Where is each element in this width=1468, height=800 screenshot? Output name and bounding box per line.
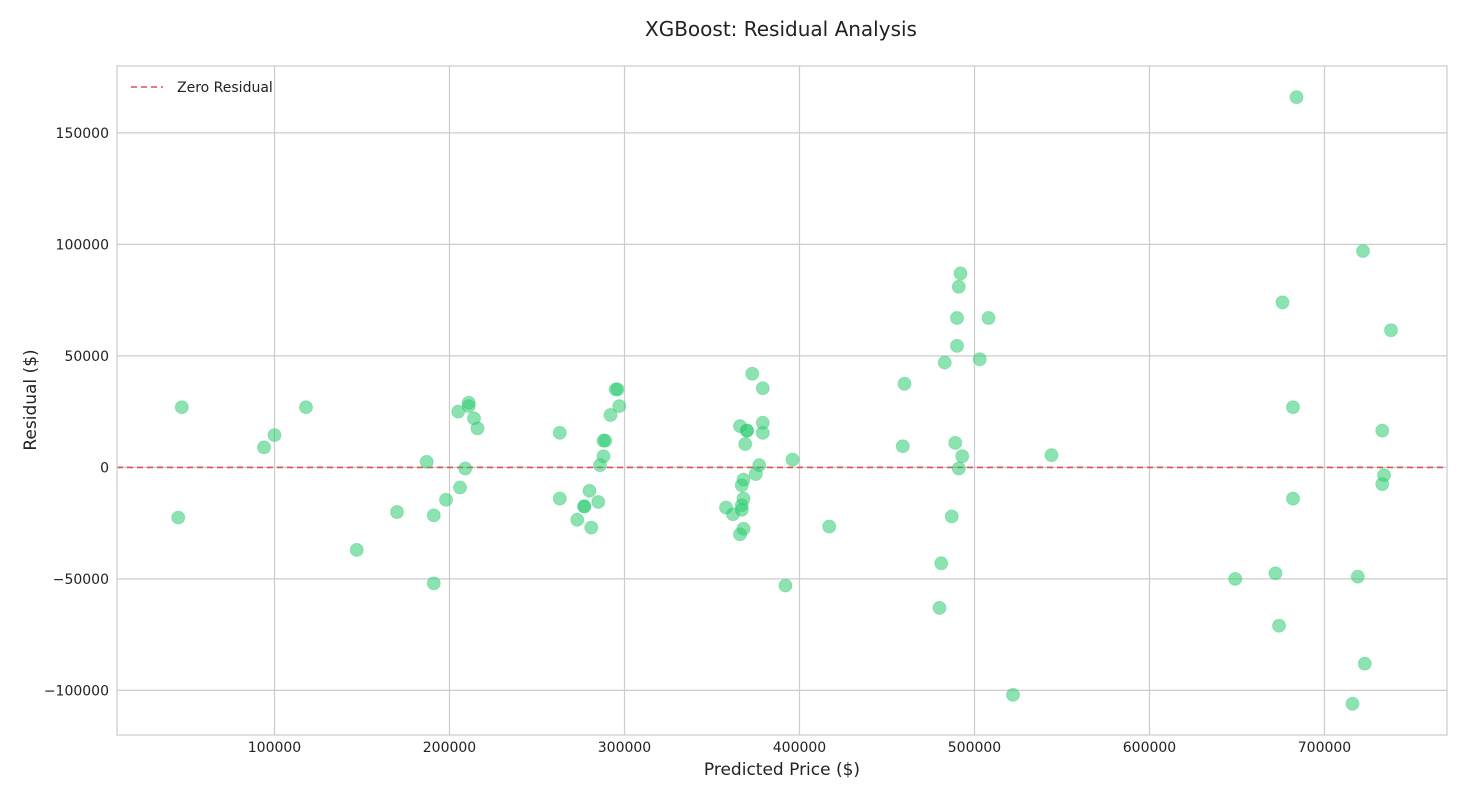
residual-point (752, 458, 767, 473)
residual-point (552, 425, 567, 440)
residual-point (955, 449, 970, 464)
y-axis-label: Residual ($) (21, 349, 41, 450)
residual-point (897, 376, 912, 391)
residual-point (950, 310, 964, 325)
residual-point (981, 310, 996, 325)
residual-point (1272, 618, 1286, 633)
residual-point (257, 440, 271, 455)
x-tick-label: 300000 (598, 740, 651, 756)
residual-point (1350, 569, 1365, 584)
residual-point (1377, 468, 1391, 483)
residual-point (951, 279, 966, 294)
residual-point (785, 452, 800, 467)
residual-point (461, 395, 476, 410)
residual-point (1006, 687, 1020, 702)
residual-point (755, 425, 770, 440)
x-tick-label: 400000 (773, 740, 826, 756)
y-tick-label: −100000 (44, 683, 109, 699)
residual-point (267, 428, 282, 443)
x-tick-label: 700000 (1298, 740, 1351, 756)
chart-title: XGBoost: Residual Analysis (645, 17, 917, 41)
legend-label-zero-residual: Zero Residual (177, 80, 273, 96)
residual-point (1384, 323, 1398, 338)
y-tick-label: −50000 (53, 572, 109, 588)
residual-point (584, 520, 599, 535)
y-tick-label: 50000 (64, 349, 109, 365)
residual-point (937, 355, 952, 370)
residual-point (582, 483, 597, 498)
residual-point (1357, 656, 1372, 671)
residual-point (736, 491, 751, 506)
residual-point (972, 352, 987, 367)
residual-point (944, 509, 959, 524)
y-tick-label: 100000 (56, 237, 109, 253)
residual-point (948, 435, 963, 450)
residual-point (171, 510, 186, 525)
residual-point (612, 399, 627, 414)
legend: Zero Residual (131, 80, 273, 96)
residual-point (299, 400, 313, 415)
residual-point (745, 366, 760, 381)
y-tick-labels: −100000 −50000 0 50000 100000 150000 (44, 126, 109, 700)
residual-point (453, 480, 467, 495)
residual-point (1228, 571, 1243, 586)
residual-point (603, 407, 618, 422)
residual-point (552, 491, 567, 506)
residual-point (1275, 295, 1290, 310)
x-tick-label: 200000 (423, 740, 476, 756)
residual-point (439, 492, 453, 507)
residual-point (932, 600, 947, 615)
y-tick-label: 150000 (56, 126, 109, 142)
residual-point (426, 576, 441, 591)
residual-point (778, 578, 793, 593)
gridlines (117, 66, 1447, 735)
residual-point (419, 454, 434, 469)
residual-point (1286, 491, 1300, 506)
residual-point (1044, 448, 1059, 463)
residual-point (426, 508, 441, 523)
residual-point (950, 338, 964, 353)
x-tick-label: 100000 (248, 740, 301, 756)
residual-point (822, 519, 837, 534)
residual-point (390, 505, 404, 519)
residual-point (598, 433, 613, 448)
data-points (171, 90, 1398, 711)
residual-point (736, 521, 751, 536)
y-tick-label: 0 (100, 460, 109, 476)
residual-point (577, 499, 592, 514)
residual-point (610, 382, 625, 397)
residual-point (1375, 423, 1390, 438)
plot-frame (116, 65, 1448, 736)
residual-point (1268, 566, 1283, 581)
residual-point (951, 461, 966, 476)
residual-point (591, 494, 606, 509)
x-axis-label: Predicted Price ($) (704, 760, 860, 780)
residual-point (1286, 400, 1300, 415)
residual-point (1356, 244, 1370, 259)
residual-point (738, 436, 753, 451)
residual-point (596, 449, 611, 464)
residual-point (895, 439, 910, 454)
x-tick-label: 600000 (1123, 740, 1176, 756)
residual-point (470, 421, 485, 436)
x-tick-labels: 100000 200000 300000 400000 500000 600000 7000… (248, 740, 1351, 756)
residual-point (349, 542, 364, 557)
residual-point (1289, 90, 1304, 105)
residual-point (570, 512, 585, 527)
residual-point (451, 404, 466, 419)
residual-point (1345, 696, 1360, 711)
residual-point (755, 381, 770, 396)
residual-point (953, 266, 968, 281)
residual-point (934, 556, 949, 571)
residual-point (458, 461, 473, 476)
residual-point (740, 423, 754, 438)
residual-point (736, 472, 751, 487)
x-tick-label: 500000 (948, 740, 1001, 756)
residual-point (174, 400, 189, 415)
